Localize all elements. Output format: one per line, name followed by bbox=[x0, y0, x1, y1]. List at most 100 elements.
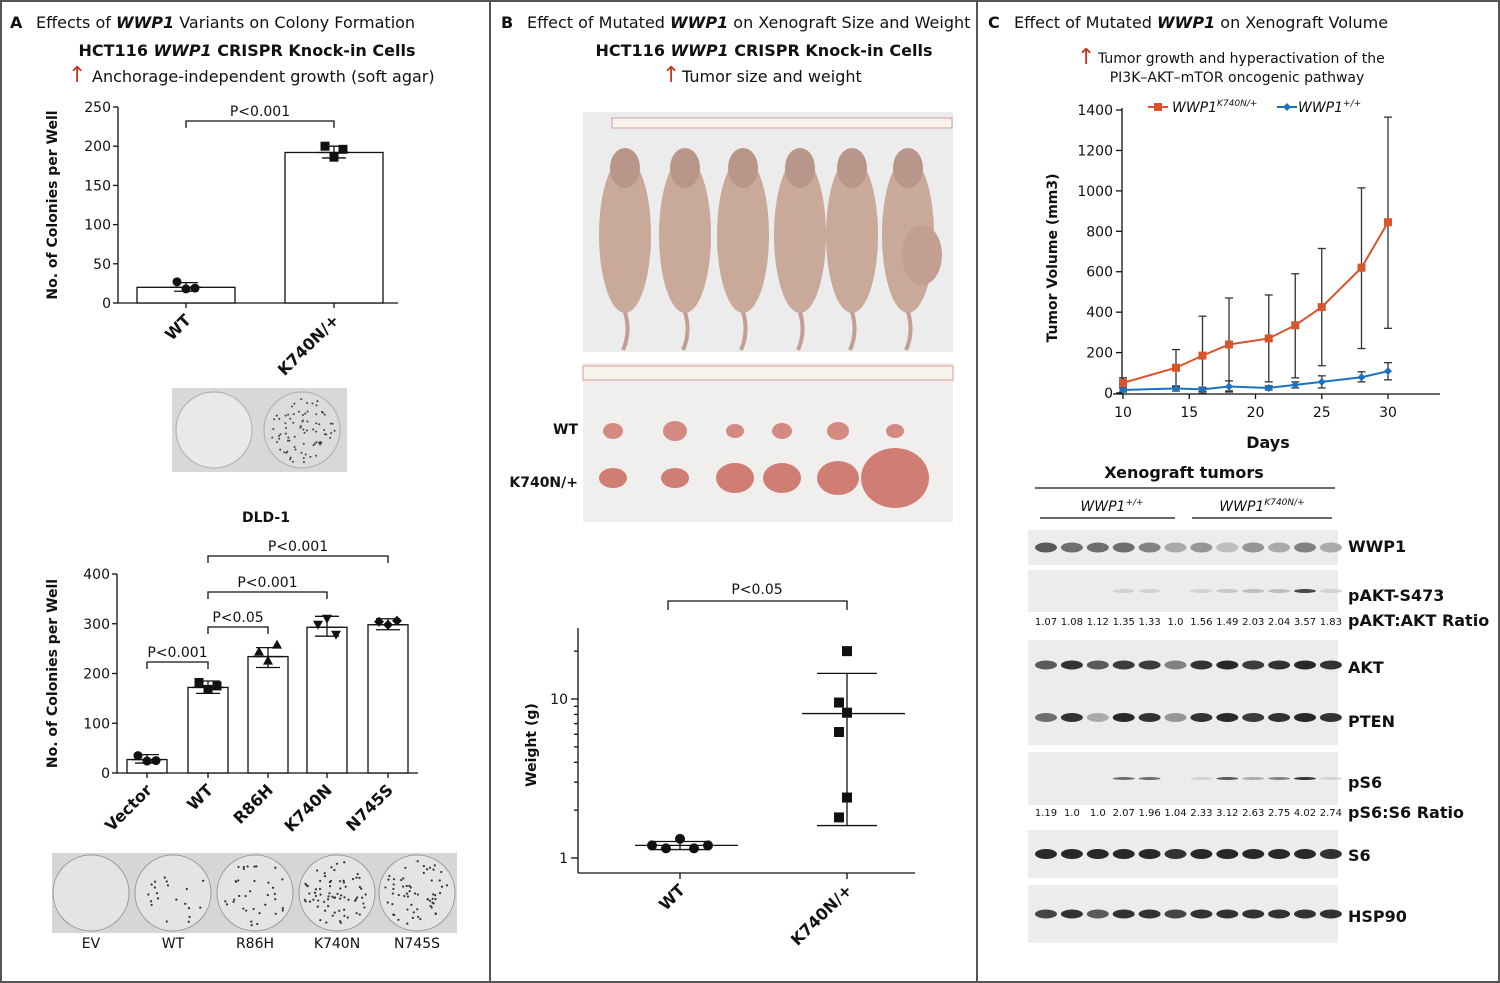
colony-dot bbox=[422, 865, 425, 868]
colony-dot bbox=[253, 879, 256, 883]
blot-band bbox=[1216, 849, 1239, 859]
colony-dot bbox=[428, 899, 432, 902]
pakt-ratio-value: 1.35 bbox=[1113, 617, 1135, 628]
mice-photo bbox=[583, 112, 953, 352]
pakt-ratio-value: 3.57 bbox=[1294, 617, 1316, 628]
legend-sup: K740N/+ bbox=[1217, 99, 1257, 109]
colony-dot bbox=[344, 885, 347, 888]
colony-dot bbox=[237, 865, 240, 869]
colony-dot bbox=[354, 898, 358, 901]
data-point bbox=[272, 639, 282, 649]
blot-band bbox=[1060, 713, 1083, 722]
colony-dot bbox=[315, 404, 318, 407]
y-tick-label: 300 bbox=[83, 617, 110, 633]
ps6-ratio-value: 1.04 bbox=[1164, 808, 1186, 819]
colony-dot bbox=[364, 893, 367, 896]
blot-band bbox=[1060, 849, 1083, 859]
colony-dot bbox=[313, 891, 317, 894]
colony-dot bbox=[306, 420, 309, 423]
plate bbox=[134, 854, 212, 932]
plate bbox=[216, 854, 294, 932]
colony-dot bbox=[306, 402, 309, 405]
colony-dot bbox=[249, 890, 252, 893]
colony-dot bbox=[384, 886, 387, 889]
plate-label: WT bbox=[162, 936, 185, 952]
colony-dot bbox=[356, 872, 359, 876]
colony-dot bbox=[267, 881, 270, 884]
colony-dot bbox=[289, 458, 292, 461]
blot-band bbox=[1112, 909, 1135, 919]
colony-dot bbox=[299, 425, 302, 428]
colony-dot bbox=[360, 887, 363, 890]
pakt-ratio-value: 1.49 bbox=[1216, 617, 1238, 628]
colony-dot bbox=[301, 419, 304, 422]
up-arrow-icon: ↑ bbox=[1077, 45, 1095, 70]
data-point bbox=[322, 614, 332, 624]
colony-dot bbox=[274, 866, 277, 869]
up-arrow-icon: ↑ bbox=[662, 63, 680, 88]
p-value-label: P<0.001 bbox=[230, 104, 290, 120]
colony-dot bbox=[336, 892, 339, 895]
colony-dot bbox=[266, 893, 269, 897]
ps6-ratio-value: 2.75 bbox=[1268, 808, 1290, 819]
colony-dot bbox=[238, 894, 241, 898]
colony-dot bbox=[358, 876, 361, 879]
data-point bbox=[329, 152, 339, 162]
colony-dot bbox=[315, 441, 318, 444]
colony-dot bbox=[278, 434, 281, 437]
ps6-ratio-value: 1.0 bbox=[1090, 808, 1106, 819]
data-point bbox=[151, 756, 161, 766]
p-value-label: P<0.001 bbox=[147, 645, 207, 661]
data-point bbox=[675, 833, 685, 844]
data-point bbox=[1384, 367, 1392, 376]
data-point bbox=[320, 141, 330, 151]
colony-dot bbox=[417, 915, 420, 918]
colony-dot bbox=[440, 885, 444, 888]
blot-band bbox=[1190, 909, 1213, 919]
colony-dot bbox=[331, 422, 334, 425]
mouse-tail bbox=[739, 311, 748, 351]
blot-band bbox=[1294, 542, 1316, 553]
blot-band bbox=[1294, 777, 1316, 780]
panel-b-arrow-text: Tumor size and weight bbox=[681, 67, 862, 86]
colony-dot bbox=[409, 886, 412, 889]
legend-name: WWP1 bbox=[1172, 100, 1217, 116]
row-label-wt: WT bbox=[553, 422, 578, 438]
colony-dot bbox=[292, 413, 295, 416]
colony-dot bbox=[147, 893, 150, 896]
colony-dot bbox=[402, 877, 405, 880]
colony-dot bbox=[242, 907, 245, 910]
mouse-body bbox=[659, 157, 711, 313]
blot-band bbox=[1060, 660, 1083, 670]
panel-c-arrow-text-2: PI3K–AKT–mTOR oncogenic pathway bbox=[1110, 70, 1365, 86]
colony-dot bbox=[333, 896, 336, 899]
colony-dot bbox=[273, 892, 276, 895]
blot-band bbox=[1268, 777, 1291, 780]
blot-band bbox=[1216, 713, 1239, 722]
colony-dot bbox=[309, 455, 312, 458]
colony-dot bbox=[278, 437, 281, 440]
significance-bracket bbox=[207, 626, 269, 634]
x-tick-label: 20 bbox=[1247, 405, 1265, 421]
y-tick-label: 250 bbox=[84, 100, 111, 116]
data-point bbox=[313, 620, 323, 630]
colony-dot bbox=[391, 892, 395, 895]
colony-dot bbox=[313, 442, 316, 445]
blot-band bbox=[1164, 542, 1187, 553]
legend-marker bbox=[1283, 103, 1291, 111]
blot-band bbox=[1035, 849, 1057, 859]
colony-dot bbox=[271, 436, 274, 439]
x-tick-label: 30 bbox=[1379, 405, 1397, 421]
blot-band bbox=[1086, 713, 1109, 722]
data-point bbox=[133, 751, 143, 761]
colony-dot bbox=[333, 868, 336, 872]
blot-band bbox=[1242, 589, 1265, 593]
ps6-ratio-value: 2.63 bbox=[1242, 808, 1264, 819]
colony-dot bbox=[319, 879, 322, 883]
mouse-head bbox=[670, 148, 700, 188]
panel-a-title: Effects of WWP1 Variants on Colony Forma… bbox=[36, 13, 415, 32]
colony-dot bbox=[234, 880, 237, 883]
tumors-photo bbox=[582, 363, 954, 522]
panel-b-subtitle: HCT116 WWP1 CRISPR Knock-in Cells bbox=[596, 41, 933, 60]
panel-c-title: Effect of Mutated WWP1 on Xenograft Volu… bbox=[1014, 13, 1388, 32]
